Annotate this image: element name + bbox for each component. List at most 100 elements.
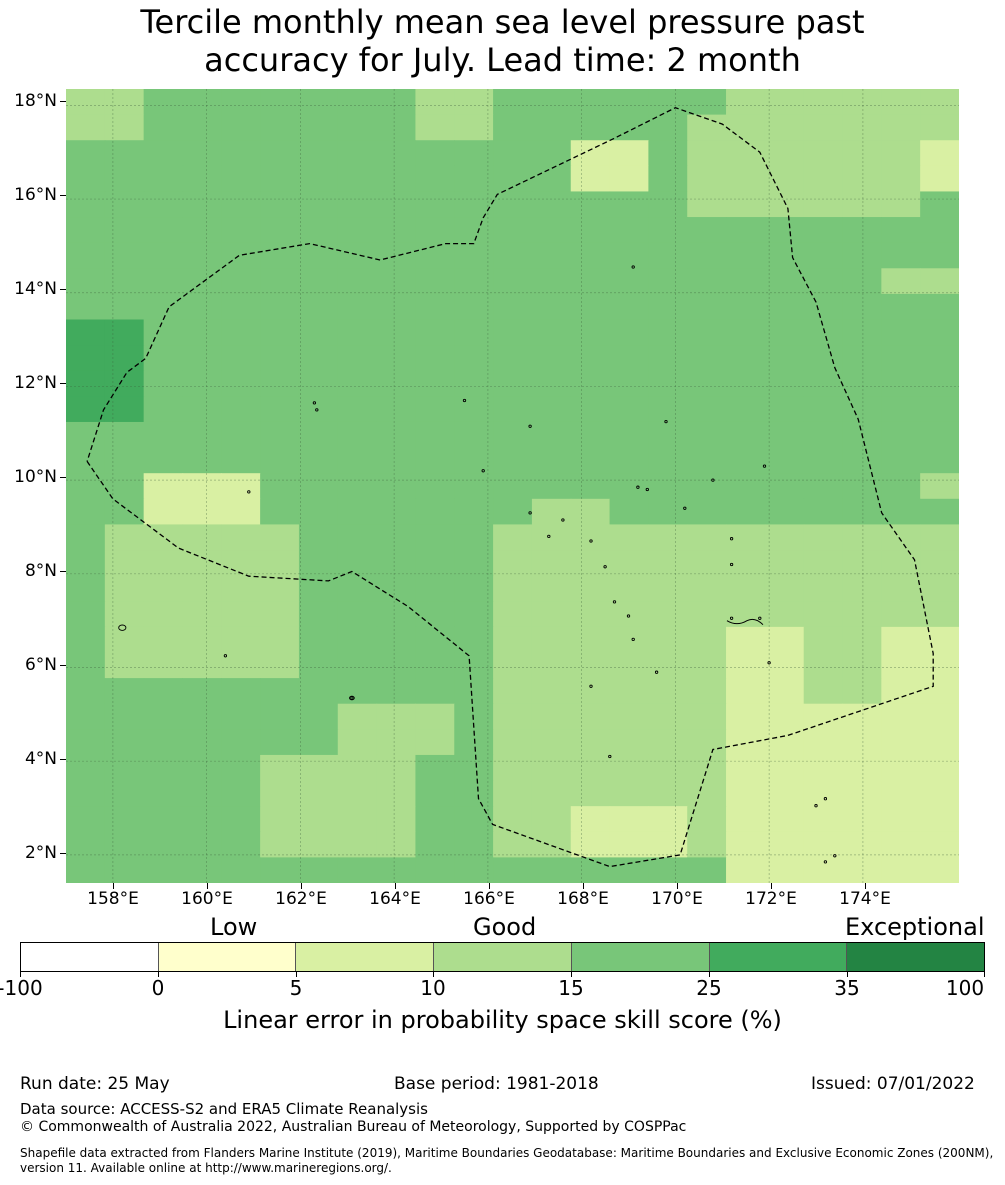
skill-cell [415,370,455,397]
skill-cell [920,780,959,807]
skill-cell [764,524,805,551]
skill-cell [143,550,184,577]
skill-cell [570,217,611,244]
skill-cell [570,89,611,116]
skill-cell [143,293,184,321]
skill-cell [182,217,222,244]
skill-cell [803,421,844,449]
skill-cell [687,345,727,372]
skill-cell [454,165,494,193]
skill-cell [920,498,959,526]
lon-label-164e: 164°E [369,889,421,909]
skill-cell [221,652,261,679]
skill-cell [143,191,184,218]
skill-cell [609,806,649,833]
skill-cell [726,575,766,602]
skill-cell [531,780,572,807]
skill-cell [298,268,339,295]
skill-cell [531,140,572,167]
lon-tick [395,883,396,889]
skill-cell [143,806,184,833]
skill-cell [764,345,805,372]
skill-cell [803,729,844,756]
skill-cell [221,396,261,423]
skill-cell [648,678,688,705]
skill-cell [570,780,611,807]
lon-tick [113,883,114,889]
skill-cell [881,601,921,628]
skill-cell [221,421,261,449]
skill-cell [66,754,106,782]
colorbar-value-5: 5 [289,976,303,1000]
skill-cell [609,217,649,244]
skill-cell [764,754,805,782]
skill-cell [493,242,533,269]
skill-cell [143,678,184,705]
skill-cell [66,293,106,321]
skill-cell [493,831,533,858]
skill-cell [415,806,455,833]
skill-cell [881,498,921,526]
island-outline [603,565,607,569]
lon-label-162e: 162°E [275,889,327,909]
skill-cell [454,370,494,397]
skill-cell [687,268,727,295]
skill-cell [920,524,959,551]
skill-cell [609,114,649,141]
skill-cell [881,447,921,474]
skill-cell [570,293,611,321]
skill-cell [298,165,339,193]
atoll-outline [726,618,764,626]
skill-cell [454,780,494,807]
skill-cell [764,780,805,807]
skill-cell [454,140,494,167]
skill-cell [143,396,184,423]
skill-cell [609,191,649,218]
skill-cell [920,370,959,397]
skill-cell [143,345,184,372]
skill-cell [764,857,805,883]
skill-cell [298,652,339,679]
skill-cell [415,319,455,346]
skill-cell [493,191,533,218]
skill-cell [66,89,106,116]
skill-cell [182,114,222,141]
lat-tick [60,289,66,290]
skill-cell [260,780,300,807]
skill-cell [609,857,649,883]
skill-cell [570,550,611,577]
skill-cell [182,191,222,218]
skill-cell [182,780,222,807]
skill-cell [803,601,844,628]
skill-cell [493,140,533,167]
skill-cell [221,831,261,858]
skill-cell [726,140,766,167]
lon-label-172e: 172°E [745,889,797,909]
skill-cell [376,754,417,782]
skill-cell [104,89,145,116]
skill-cell [803,268,844,295]
skill-cell [920,319,959,346]
skill-cell [570,524,611,551]
skill-cell [648,524,688,551]
skill-cell [298,703,339,730]
skill-cell [221,575,261,602]
skill-cell [66,345,106,372]
skill-cell [260,268,300,295]
skill-cell [337,575,378,602]
skill-cell [648,626,688,654]
skill-cell [454,293,494,321]
skill-cell [648,421,688,449]
skill-cell [376,857,417,883]
island-outline [612,600,617,604]
skill-cell [104,473,145,500]
skill-cell [842,524,882,551]
skill-cell [687,191,727,218]
skill-cell [182,575,222,602]
skill-cell [337,703,378,730]
lat-label-12n: 12°N [14,373,57,393]
skill-cell [803,370,844,397]
lon-label-166e: 166°E [463,889,515,909]
skill-cell [570,165,611,193]
skill-cell [609,293,649,321]
